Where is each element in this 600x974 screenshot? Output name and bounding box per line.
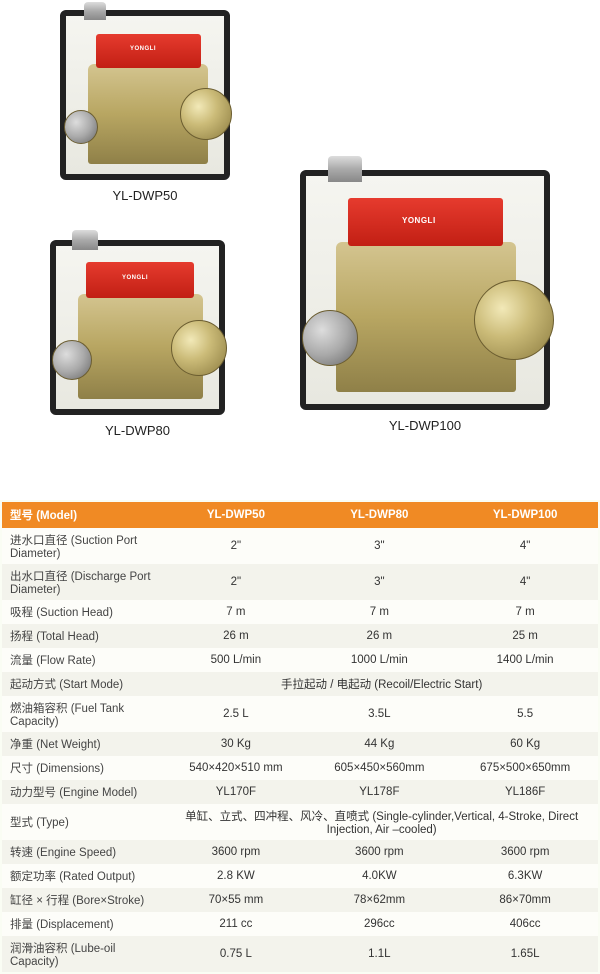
row-value: 675×500×650mm <box>452 756 598 780</box>
row-value: 44 Kg <box>306 732 452 756</box>
brand-label: YONGLI <box>130 46 156 52</box>
row-value: 2" <box>165 564 306 600</box>
table-row: 进水口直径 (Suction Port Diameter)2"3"4" <box>2 528 598 564</box>
row-value: YL186F <box>452 780 598 804</box>
row-value: 605×450×560mm <box>306 756 452 780</box>
row-value: 7 m <box>306 600 452 624</box>
table-row: 出水口直径 (Discharge Port Diameter)2"3"4" <box>2 564 598 600</box>
product-label: YL-DWP80 <box>105 423 170 438</box>
col-dwp100: YL-DWP100 <box>452 502 598 528</box>
table-row: 型式 (Type)单缸、立式、四冲程、风冷、直喷式 (Single-cylind… <box>2 804 598 840</box>
row-value: 25 m <box>452 624 598 648</box>
row-label: 尺寸 (Dimensions) <box>2 756 165 780</box>
row-value: 4.0KW <box>306 864 452 888</box>
row-value: 4" <box>452 564 598 600</box>
row-value: 3" <box>306 564 452 600</box>
row-value: 3600 rpm <box>306 840 452 864</box>
row-label: 润滑油容积 (Lube-oil Capacity) <box>2 936 165 972</box>
brand-label: YONGLI <box>402 216 436 225</box>
row-value: 6.3KW <box>452 864 598 888</box>
row-value: 3" <box>306 528 452 564</box>
row-value: 5.5 <box>452 696 598 732</box>
product-gallery: YONGLI YL-DWP50 YONGLI YL-DWP80 <box>0 0 600 500</box>
row-value: 60 Kg <box>452 732 598 756</box>
row-value: 3600 rpm <box>452 840 598 864</box>
row-value: 0.75 L <box>165 936 306 972</box>
row-value: 7 m <box>165 600 306 624</box>
pump-illustration: YONGLI <box>50 240 225 415</box>
pump-illustration: YONGLI <box>300 170 550 410</box>
table-row: 扬程 (Total Head)26 m26 m25 m <box>2 624 598 648</box>
row-value: 26 m <box>306 624 452 648</box>
table-row: 排量 (Displacement)211 cc296cc406cc <box>2 912 598 936</box>
row-label: 转速 (Engine Speed) <box>2 840 165 864</box>
table-row: 转速 (Engine Speed)3600 rpm3600 rpm3600 rp… <box>2 840 598 864</box>
col-model: 型号 (Model) <box>2 502 165 528</box>
row-value: 4" <box>452 528 598 564</box>
product-dwp50: YONGLI YL-DWP50 <box>60 10 230 203</box>
row-label: 进水口直径 (Suction Port Diameter) <box>2 528 165 564</box>
table-row: 润滑油容积 (Lube-oil Capacity)0.75 L1.1L1.65L <box>2 936 598 972</box>
product-dwp80: YONGLI YL-DWP80 <box>50 240 225 438</box>
table-row: 额定功率 (Rated Output)2.8 KW4.0KW6.3KW <box>2 864 598 888</box>
row-span-value: 手拉起动 / 电起动 (Recoil/Electric Start) <box>165 672 598 696</box>
col-dwp80: YL-DWP80 <box>306 502 452 528</box>
row-value: 70×55 mm <box>165 888 306 912</box>
row-value: 26 m <box>165 624 306 648</box>
row-value: 1.1L <box>306 936 452 972</box>
table-header-row: 型号 (Model) YL-DWP50 YL-DWP80 YL-DWP100 <box>2 502 598 528</box>
row-label: 扬程 (Total Head) <box>2 624 165 648</box>
spec-table: 型号 (Model) YL-DWP50 YL-DWP80 YL-DWP100 进… <box>2 502 598 972</box>
row-label: 排量 (Displacement) <box>2 912 165 936</box>
row-value: 2.5 L <box>165 696 306 732</box>
row-label: 型式 (Type) <box>2 804 165 840</box>
row-value: 30 Kg <box>165 732 306 756</box>
row-label: 吸程 (Suction Head) <box>2 600 165 624</box>
row-value: 500 L/min <box>165 648 306 672</box>
pump-illustration: YONGLI <box>60 10 230 180</box>
row-value: 211 cc <box>165 912 306 936</box>
row-label: 出水口直径 (Discharge Port Diameter) <box>2 564 165 600</box>
row-label: 缸径 × 行程 (Bore×Stroke) <box>2 888 165 912</box>
row-value: 406cc <box>452 912 598 936</box>
table-row: 起动方式 (Start Mode)手拉起动 / 电起动 (Recoil/Elec… <box>2 672 598 696</box>
row-value: 2" <box>165 528 306 564</box>
table-row: 净重 (Net Weight)30 Kg44 Kg60 Kg <box>2 732 598 756</box>
row-value: YL170F <box>165 780 306 804</box>
brand-label: YONGLI <box>122 275 148 281</box>
table-row: 尺寸 (Dimensions)540×420×510 mm605×450×560… <box>2 756 598 780</box>
row-label: 净重 (Net Weight) <box>2 732 165 756</box>
row-value: YL178F <box>306 780 452 804</box>
table-row: 流量 (Flow Rate)500 L/min1000 L/min1400 L/… <box>2 648 598 672</box>
table-row: 吸程 (Suction Head)7 m7 m7 m <box>2 600 598 624</box>
row-value: 86×70mm <box>452 888 598 912</box>
product-label: YL-DWP50 <box>112 188 177 203</box>
col-dwp50: YL-DWP50 <box>165 502 306 528</box>
row-value: 1400 L/min <box>452 648 598 672</box>
row-span-value: 单缸、立式、四冲程、风冷、直喷式 (Single-cylinder,Vertic… <box>165 804 598 840</box>
row-value: 3.5L <box>306 696 452 732</box>
table-row: 动力型号 (Engine Model)YL170FYL178FYL186F <box>2 780 598 804</box>
table-row: 缸径 × 行程 (Bore×Stroke)70×55 mm78×62mm86×7… <box>2 888 598 912</box>
row-value: 296cc <box>306 912 452 936</box>
row-label: 流量 (Flow Rate) <box>2 648 165 672</box>
row-value: 3600 rpm <box>165 840 306 864</box>
row-value: 540×420×510 mm <box>165 756 306 780</box>
row-value: 2.8 KW <box>165 864 306 888</box>
row-label: 起动方式 (Start Mode) <box>2 672 165 696</box>
row-label: 燃油箱容积 (Fuel Tank Capacity) <box>2 696 165 732</box>
table-row: 燃油箱容积 (Fuel Tank Capacity)2.5 L3.5L5.5 <box>2 696 598 732</box>
row-value: 7 m <box>452 600 598 624</box>
product-dwp100: YONGLI YL-DWP100 <box>300 170 550 433</box>
row-label: 动力型号 (Engine Model) <box>2 780 165 804</box>
row-value: 78×62mm <box>306 888 452 912</box>
row-value: 1000 L/min <box>306 648 452 672</box>
row-label: 额定功率 (Rated Output) <box>2 864 165 888</box>
product-label: YL-DWP100 <box>389 418 461 433</box>
row-value: 1.65L <box>452 936 598 972</box>
